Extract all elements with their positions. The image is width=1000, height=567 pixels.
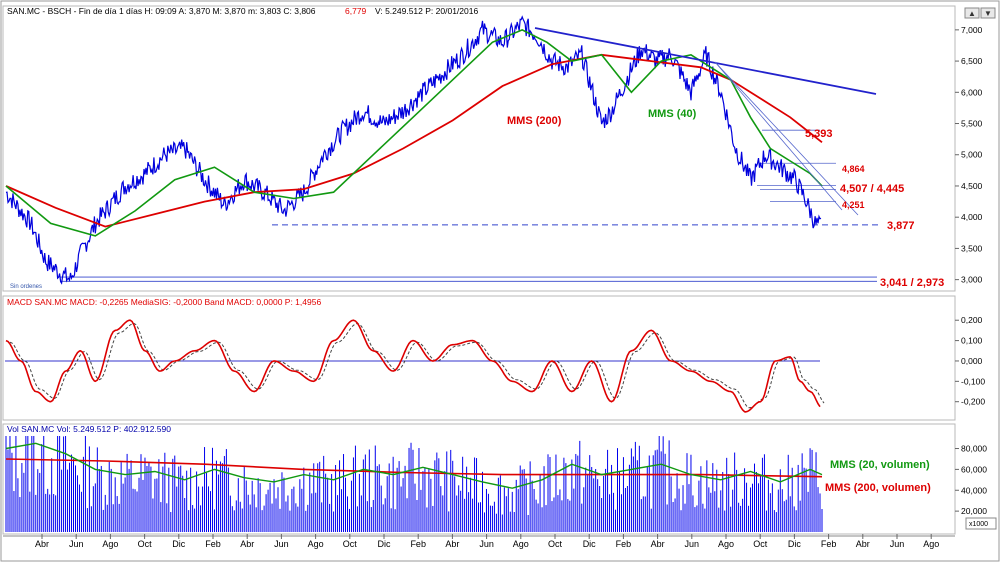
x-tick-label: Ago	[718, 539, 734, 549]
volume-unit-label: x1000	[969, 521, 988, 528]
fan-trendline-1	[714, 61, 859, 216]
macd-signal-line	[9, 322, 825, 409]
macd-y-tick-label: -0,100	[961, 376, 985, 386]
volume-y-axis: 80,000 60,000 40,000 20,000	[955, 444, 987, 516]
macd-y-tick-label: 0,000	[961, 356, 983, 366]
level-4251-label: 4,251	[842, 200, 865, 210]
x-tick-label: Ago	[102, 539, 118, 549]
price-y-tick-label: 4,500	[961, 181, 983, 191]
macd-y-tick-label: 0,200	[961, 315, 983, 325]
x-tick-label: Feb	[410, 539, 426, 549]
x-tick-label: Abr	[35, 539, 49, 549]
price-y-tick-label: 3,500	[961, 243, 983, 253]
x-tick-label: Oct	[343, 539, 358, 549]
price-y-axis: 7,000 6,500 6,000 5,500 5,000 4,500 4,000 3,500…	[955, 25, 983, 285]
volume-y-tick-label: 60,000	[961, 464, 987, 474]
volume-info-text: Vol SAN.MC Vol: 5.249.512 P: 402.912.590	[7, 424, 171, 434]
price-y-tick-label: 6,500	[961, 56, 983, 66]
x-tick-label: Dic	[583, 539, 596, 549]
volume-panel: Vol SAN.MC Vol: 5.249.512 P: 402.912.590…	[2, 423, 997, 535]
x-tick-label: Jun	[685, 539, 700, 549]
volume-mms200-label: MMS (200, volumen)	[825, 482, 931, 494]
level-4507-label: 4,507 / 4,445	[840, 183, 904, 195]
macd-y-axis: 0,200 0,100 0,000 -0,100 -0,200	[955, 315, 985, 407]
macd-plot-area	[2, 295, 956, 421]
mms40-label: MMS (40)	[648, 108, 697, 120]
x-tick-label: Jun	[274, 539, 289, 549]
volume-y-tick-label: 80,000	[961, 444, 987, 454]
macd-panel: MACD SAN.MC MACD: -0,2265 MediaSIG: -0,2…	[2, 295, 985, 421]
price-plot-area	[2, 5, 956, 292]
x-tick-label: Jun	[69, 539, 84, 549]
x-tick-label: Ago	[923, 539, 939, 549]
x-tick-label: Jun	[890, 539, 905, 549]
x-tick-label: Oct	[548, 539, 563, 549]
x-tick-label: Abr	[240, 539, 254, 549]
level-4864-label: 4,864	[842, 164, 865, 174]
x-tick-label: Oct	[138, 539, 153, 549]
level-3877-label: 3,877	[887, 220, 915, 232]
x-tick-label: Abr	[651, 539, 665, 549]
x-tick-label: Abr	[856, 539, 870, 549]
volume-bars	[5, 436, 823, 532]
x-tick-label: Oct	[753, 539, 768, 549]
resistance-trendline	[534, 27, 877, 95]
x-tick-label: Dic	[788, 539, 801, 549]
scroll-down-button[interactable]	[980, 7, 996, 19]
level-3041-label: 3,041 / 2,973	[880, 277, 944, 289]
mms200-label: MMS (200)	[507, 115, 562, 127]
macd-y-tick-label: -0,200	[961, 397, 985, 407]
x-tick-label: Jun	[479, 539, 494, 549]
volume-mms20-label: MMS (20, volumen)	[830, 459, 930, 471]
volume-y-tick-label: 40,000	[961, 485, 987, 495]
x-tick-label: Ago	[513, 539, 529, 549]
price-panel: SAN.MC - BSCH - Fin de día 1 días H: 09:…	[2, 5, 983, 292]
price-y-tick-label: 4,000	[961, 212, 983, 222]
price-y-tick-label: 3,000	[961, 275, 983, 285]
volume-y-tick-label: 20,000	[961, 506, 987, 516]
price-series-line	[5, 15, 822, 285]
x-tick-label: Dic	[378, 539, 391, 549]
level-5393-label: 5,393	[805, 128, 833, 140]
volume-unit-box	[965, 517, 997, 530]
price-y-tick-label: 5,000	[961, 150, 983, 160]
x-tick-label: Feb	[205, 539, 221, 549]
x-tick-label: Ago	[308, 539, 324, 549]
price-y-tick-label: 7,000	[961, 25, 983, 35]
macd-line	[5, 319, 821, 413]
macd-info-text: MACD SAN.MC MACD: -0,2265 MediaSIG: -0,2…	[7, 297, 321, 307]
x-tick-label: Abr	[445, 539, 459, 549]
macd-y-tick-label: 0,100	[961, 336, 983, 346]
fan-trendline-2	[714, 61, 843, 211]
price-info-text: SAN.MC - BSCH - Fin de día 1 días H: 09:…	[7, 6, 316, 16]
price-y-tick-label: 5,500	[961, 119, 983, 129]
scroll-down-icon: ▼	[984, 9, 992, 18]
mms40-line	[5, 29, 823, 237]
price-y-tick-label: 6,000	[961, 87, 983, 97]
small-tag-label: Sin ordenes	[10, 284, 42, 290]
volume-date-text: V: 5.249.512 P: 20/01/2016	[375, 6, 478, 16]
x-axis: Abr Jun Ago Oct Dic Feb Abr Jun Ago Oct Dic Feb Abr J…	[3, 534, 955, 549]
x-tick-label: Dic	[172, 539, 185, 549]
x-tick-label: Feb	[821, 539, 837, 549]
pct-change-text: 6,779	[345, 6, 367, 16]
scroll-up-button[interactable]	[964, 7, 980, 19]
scroll-up-icon: ▲	[968, 9, 976, 18]
volume-mms20-line	[5, 442, 823, 489]
x-tick-label: Feb	[616, 539, 632, 549]
